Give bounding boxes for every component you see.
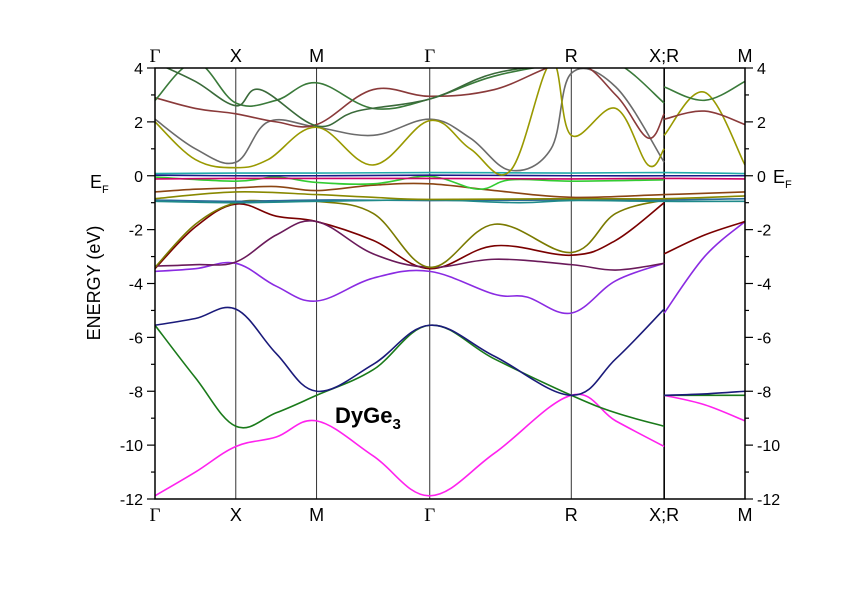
y-tick-label-left: -12 [120,492,143,509]
band-line-1 [663,394,745,422]
y-tick-label-left: -4 [129,277,143,294]
y-tick-label-right: -6 [757,330,771,347]
band-line-18 [155,171,745,175]
band-line-9 [663,220,745,255]
band-line-6 [155,261,665,315]
band-line-20 [155,68,665,172]
y-tick-label-right: -4 [757,277,771,294]
band-line-24 [664,110,745,126]
kpath-labels-top: Γ X M Γ R X;R M [150,46,753,67]
band-series [155,68,745,497]
band-line-22 [663,91,745,166]
fermi-label-left: EF [90,172,109,196]
band-line-23 [155,68,665,139]
high-symmetry-lines [235,68,665,499]
y-tick-label-right: 4 [757,61,766,78]
band-line-4 [155,306,665,397]
y-tick-label-left: -8 [129,384,143,401]
kpath-label-bottom-5: X;R [649,505,679,525]
y-tick-labels-left: -12 -10 -8 -6 -4 -2 0 2 4 [120,61,143,509]
band-line-0 [155,393,665,497]
band-line-26 [663,80,745,102]
kpath-label-bottom-1: X [230,505,242,525]
band-line-27 [165,68,530,128]
band-line-7 [663,220,745,314]
y-tick-label-right: -8 [757,384,771,401]
kpath-label-top-3: Γ [424,46,435,67]
band-line-21 [155,68,665,176]
kpath-label-bottom-2: M [309,505,324,525]
fermi-label-right: EF [773,167,792,191]
band-line-8 [155,202,665,270]
band-line-2 [155,324,665,429]
compound-annotation-main: DyGe [335,403,392,428]
kpath-label-bottom-4: R [565,505,578,525]
axis-ticks [147,67,753,500]
kpath-label-bottom-3: Γ [424,505,435,526]
kpath-label-top-6: M [738,46,753,66]
kpath-labels-bottom: Γ X M Γ R X;R M [150,505,753,526]
band-line-13 [155,199,745,204]
kpath-label-top-0: Γ [150,46,161,67]
y-tick-label-left: 4 [134,61,143,78]
compound-annotation: DyGe3 [335,403,401,433]
compound-annotation-sub: 3 [392,416,400,433]
band-line-14 [155,190,745,201]
kpath-label-top-1: X [230,46,242,66]
fermi-label-right-main: E [773,167,785,187]
kpath-label-bottom-0: Γ [150,505,161,526]
band-line-25 [155,68,665,110]
kpath-label-top-4: R [565,46,578,66]
y-tick-label-right: 2 [757,115,766,132]
y-tick-label-right: -2 [757,223,771,240]
fermi-label-left-sub: F [102,184,109,196]
band-line-11 [155,199,665,269]
band-line-19 [155,174,745,177]
kpath-label-bottom-6: M [738,505,753,525]
y-tick-label-left: 2 [134,115,143,132]
y-tick-label-left: -6 [129,330,143,347]
band-line-15 [155,182,745,199]
y-tick-labels-right: -12 -10 -8 -6 -4 -2 0 2 4 [757,61,780,509]
y-tick-label-left: 0 [134,169,143,186]
fermi-label-right-sub: F [785,179,792,191]
y-tick-label-right: 0 [757,169,766,186]
fermi-label-left-main: E [90,172,102,192]
band-line-10 [155,220,665,271]
y-tick-label-right: -10 [757,438,780,455]
y-tick-label-left: -10 [120,438,143,455]
band-line-17 [155,177,745,180]
y-tick-label-left: -2 [129,223,143,240]
band-line-5 [664,390,745,397]
y-tick-label-right: -12 [757,492,780,509]
y-axis-title: ENERGY (eV) [84,226,104,341]
kpath-label-top-2: M [309,46,324,66]
kpath-label-top-5: X;R [649,46,679,66]
